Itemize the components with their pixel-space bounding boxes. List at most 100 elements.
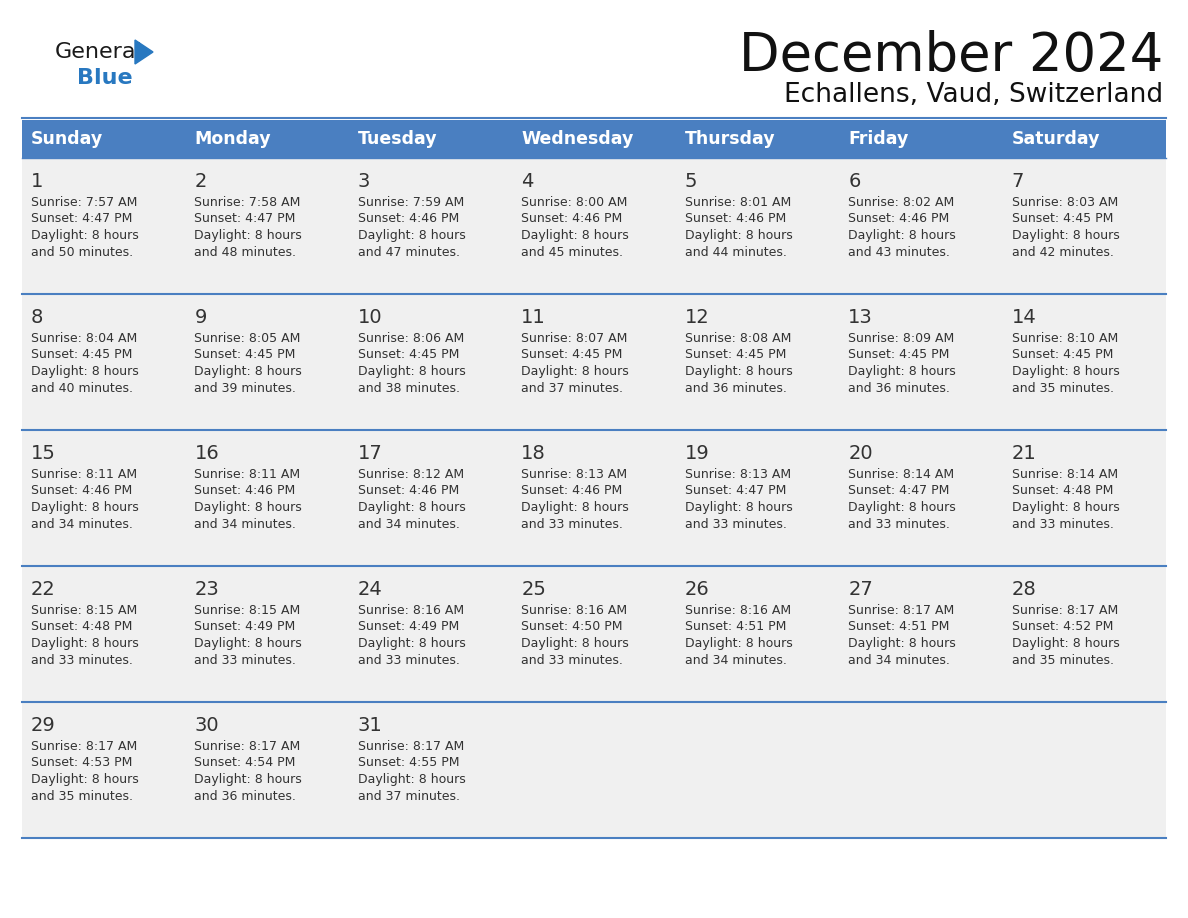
Text: Sunrise: 8:08 AM: Sunrise: 8:08 AM <box>684 332 791 345</box>
Text: Daylight: 8 hours: Daylight: 8 hours <box>522 229 628 242</box>
Text: Daylight: 8 hours: Daylight: 8 hours <box>522 365 628 378</box>
Text: Sunset: 4:49 PM: Sunset: 4:49 PM <box>358 621 459 633</box>
Text: and 34 minutes.: and 34 minutes. <box>848 654 950 666</box>
Text: Sunset: 4:46 PM: Sunset: 4:46 PM <box>684 212 786 226</box>
Text: Daylight: 8 hours: Daylight: 8 hours <box>848 637 956 650</box>
Text: Sunset: 4:49 PM: Sunset: 4:49 PM <box>195 621 296 633</box>
Text: Sunset: 4:51 PM: Sunset: 4:51 PM <box>684 621 786 633</box>
Text: Thursday: Thursday <box>684 130 776 148</box>
Text: 3: 3 <box>358 172 371 191</box>
Text: Sunset: 4:46 PM: Sunset: 4:46 PM <box>358 212 459 226</box>
Text: and 36 minutes.: and 36 minutes. <box>848 382 950 395</box>
Text: Sunrise: 8:07 AM: Sunrise: 8:07 AM <box>522 332 627 345</box>
Text: 7: 7 <box>1011 172 1024 191</box>
Text: Sunrise: 7:57 AM: Sunrise: 7:57 AM <box>31 196 138 209</box>
Text: 28: 28 <box>1011 580 1036 599</box>
Text: Sunrise: 8:17 AM: Sunrise: 8:17 AM <box>31 740 138 753</box>
Text: Sunrise: 8:13 AM: Sunrise: 8:13 AM <box>684 468 791 481</box>
Text: 8: 8 <box>31 308 44 327</box>
Text: Sunset: 4:45 PM: Sunset: 4:45 PM <box>1011 349 1113 362</box>
Text: and 35 minutes.: and 35 minutes. <box>1011 654 1113 666</box>
Text: and 35 minutes.: and 35 minutes. <box>31 789 133 802</box>
Text: Sunset: 4:47 PM: Sunset: 4:47 PM <box>195 212 296 226</box>
Text: 22: 22 <box>31 580 56 599</box>
Text: Sunrise: 8:17 AM: Sunrise: 8:17 AM <box>1011 604 1118 617</box>
Text: Daylight: 8 hours: Daylight: 8 hours <box>358 365 466 378</box>
Text: Daylight: 8 hours: Daylight: 8 hours <box>848 501 956 514</box>
Text: Daylight: 8 hours: Daylight: 8 hours <box>195 637 302 650</box>
Text: 9: 9 <box>195 308 207 327</box>
Text: Sunset: 4:45 PM: Sunset: 4:45 PM <box>848 349 949 362</box>
Text: and 33 minutes.: and 33 minutes. <box>684 518 786 531</box>
Text: Sunset: 4:47 PM: Sunset: 4:47 PM <box>684 485 786 498</box>
Text: Sunrise: 8:11 AM: Sunrise: 8:11 AM <box>195 468 301 481</box>
Text: Friday: Friday <box>848 130 909 148</box>
Text: Daylight: 8 hours: Daylight: 8 hours <box>358 773 466 786</box>
Text: and 33 minutes.: and 33 minutes. <box>31 654 133 666</box>
Text: Sunrise: 8:17 AM: Sunrise: 8:17 AM <box>358 740 465 753</box>
Text: Sunset: 4:53 PM: Sunset: 4:53 PM <box>31 756 132 769</box>
Text: Sunrise: 8:12 AM: Sunrise: 8:12 AM <box>358 468 465 481</box>
Text: and 39 minutes.: and 39 minutes. <box>195 382 296 395</box>
Text: 21: 21 <box>1011 444 1036 463</box>
Text: Daylight: 8 hours: Daylight: 8 hours <box>31 773 139 786</box>
Text: Monday: Monday <box>195 130 271 148</box>
Text: 17: 17 <box>358 444 383 463</box>
Text: Sunrise: 8:11 AM: Sunrise: 8:11 AM <box>31 468 137 481</box>
Text: and 50 minutes.: and 50 minutes. <box>31 245 133 259</box>
Text: and 43 minutes.: and 43 minutes. <box>848 245 950 259</box>
Bar <box>23 294 1165 430</box>
Text: Sunrise: 8:17 AM: Sunrise: 8:17 AM <box>848 604 954 617</box>
Text: and 33 minutes.: and 33 minutes. <box>522 654 624 666</box>
Text: Sunset: 4:45 PM: Sunset: 4:45 PM <box>195 349 296 362</box>
Text: and 35 minutes.: and 35 minutes. <box>1011 382 1113 395</box>
Text: and 40 minutes.: and 40 minutes. <box>31 382 133 395</box>
Text: Blue: Blue <box>77 68 133 88</box>
Polygon shape <box>135 40 153 64</box>
Text: Sunrise: 8:16 AM: Sunrise: 8:16 AM <box>358 604 465 617</box>
Text: Echallens, Vaud, Switzerland: Echallens, Vaud, Switzerland <box>784 82 1163 108</box>
Bar <box>23 158 1165 294</box>
Text: and 34 minutes.: and 34 minutes. <box>684 654 786 666</box>
Text: 16: 16 <box>195 444 219 463</box>
Text: Daylight: 8 hours: Daylight: 8 hours <box>31 637 139 650</box>
Bar <box>23 120 1165 158</box>
Text: and 36 minutes.: and 36 minutes. <box>195 789 296 802</box>
Text: Sunset: 4:45 PM: Sunset: 4:45 PM <box>522 349 623 362</box>
Text: Daylight: 8 hours: Daylight: 8 hours <box>195 229 302 242</box>
Text: Sunset: 4:46 PM: Sunset: 4:46 PM <box>358 485 459 498</box>
Text: Daylight: 8 hours: Daylight: 8 hours <box>684 501 792 514</box>
Text: 6: 6 <box>848 172 860 191</box>
Text: Sunrise: 8:03 AM: Sunrise: 8:03 AM <box>1011 196 1118 209</box>
Text: Tuesday: Tuesday <box>358 130 437 148</box>
Text: Sunrise: 7:59 AM: Sunrise: 7:59 AM <box>358 196 465 209</box>
Text: Daylight: 8 hours: Daylight: 8 hours <box>1011 637 1119 650</box>
Text: Sunset: 4:46 PM: Sunset: 4:46 PM <box>522 485 623 498</box>
Text: Sunrise: 8:05 AM: Sunrise: 8:05 AM <box>195 332 301 345</box>
Text: Sunset: 4:55 PM: Sunset: 4:55 PM <box>358 756 460 769</box>
Text: Sunset: 4:48 PM: Sunset: 4:48 PM <box>1011 485 1113 498</box>
Text: Daylight: 8 hours: Daylight: 8 hours <box>848 365 956 378</box>
Text: and 34 minutes.: and 34 minutes. <box>195 518 296 531</box>
Text: Sunrise: 8:06 AM: Sunrise: 8:06 AM <box>358 332 465 345</box>
Text: and 38 minutes.: and 38 minutes. <box>358 382 460 395</box>
Text: Sunrise: 8:17 AM: Sunrise: 8:17 AM <box>195 740 301 753</box>
Text: Sunset: 4:50 PM: Sunset: 4:50 PM <box>522 621 623 633</box>
Text: and 34 minutes.: and 34 minutes. <box>358 518 460 531</box>
Text: Sunset: 4:47 PM: Sunset: 4:47 PM <box>31 212 132 226</box>
Text: Wednesday: Wednesday <box>522 130 633 148</box>
Text: 29: 29 <box>31 716 56 735</box>
Text: Sunset: 4:51 PM: Sunset: 4:51 PM <box>848 621 949 633</box>
Bar <box>23 430 1165 566</box>
Text: and 34 minutes.: and 34 minutes. <box>31 518 133 531</box>
Text: 2: 2 <box>195 172 207 191</box>
Text: 31: 31 <box>358 716 383 735</box>
Bar <box>23 566 1165 702</box>
Text: Daylight: 8 hours: Daylight: 8 hours <box>1011 229 1119 242</box>
Text: and 33 minutes.: and 33 minutes. <box>848 518 950 531</box>
Text: Daylight: 8 hours: Daylight: 8 hours <box>522 501 628 514</box>
Text: and 47 minutes.: and 47 minutes. <box>358 245 460 259</box>
Text: Sunset: 4:46 PM: Sunset: 4:46 PM <box>848 212 949 226</box>
Text: 25: 25 <box>522 580 546 599</box>
Text: Sunset: 4:47 PM: Sunset: 4:47 PM <box>848 485 949 498</box>
